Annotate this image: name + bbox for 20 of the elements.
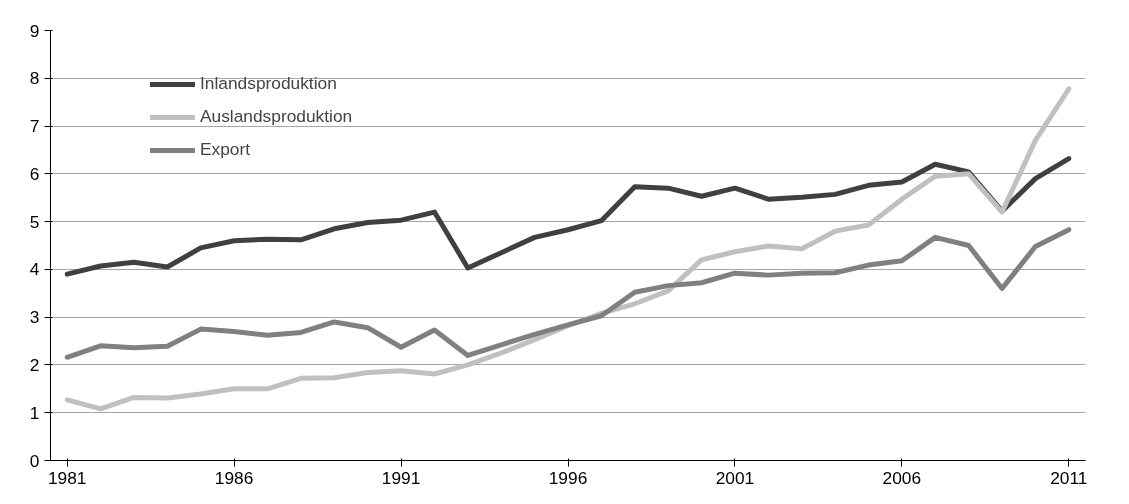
x-tick-label: 1986 <box>214 467 254 488</box>
y-tick-label: 5 <box>29 211 40 232</box>
legend-label: Inlandsproduktion <box>200 73 337 94</box>
y-tick-label: 0 <box>29 450 40 471</box>
x-tick-label: 2006 <box>882 467 922 488</box>
x-tick-label: 2001 <box>715 467 755 488</box>
y-tick-label: 1 <box>29 402 40 423</box>
x-tick-label: 2011 <box>1050 467 1088 488</box>
legend-label: Auslandsproduktion <box>200 106 353 127</box>
x-tick-label: 1991 <box>381 467 421 488</box>
y-tick-label: 3 <box>29 307 40 328</box>
y-tick-label: 8 <box>29 68 40 89</box>
y-tick-label: 9 <box>29 20 40 41</box>
legend-label: Export <box>200 139 251 160</box>
x-tick-label: 1996 <box>548 467 588 488</box>
y-tick-label: 4 <box>29 259 40 280</box>
y-tick-label: 7 <box>29 116 40 137</box>
x-tick-label: 1981 <box>47 467 87 488</box>
y-tick-label: 6 <box>29 163 40 184</box>
y-tick-label: 2 <box>29 354 40 375</box>
